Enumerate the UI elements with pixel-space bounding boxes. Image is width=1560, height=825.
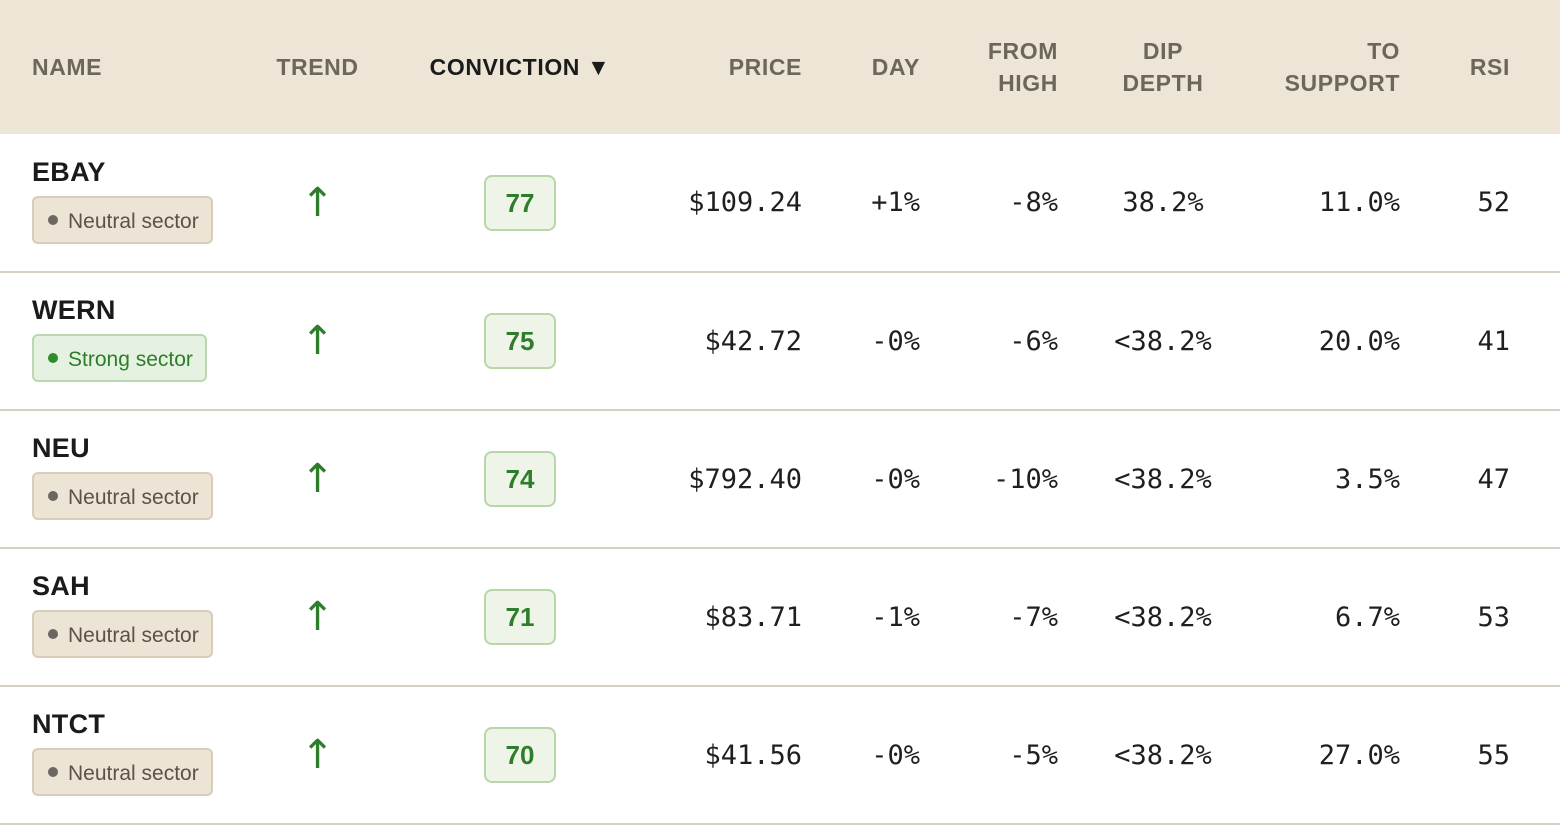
header-row: NAME TREND CONVICTION ▼ PRICE DAY FROM H… [0, 0, 1560, 134]
ticker-symbol: SAH [32, 571, 90, 601]
sector-dot-icon [48, 353, 58, 364]
day-change-cell: -0% [871, 463, 920, 495]
table-row[interactable]: NEU Neutral sector ↑ 74 $792.40 -0% -10%… [0, 410, 1560, 548]
trend-cell: ↑ [240, 410, 395, 548]
conviction-score-badge: 74 [484, 451, 556, 507]
dip-depth-cell: <38.2% [1114, 601, 1212, 633]
name-cell: SAH Neutral sector [0, 548, 240, 686]
name-cell: EBAY Neutral sector [0, 134, 240, 272]
sector-label: Neutral sector [68, 762, 199, 785]
ticker-symbol: EBAY [32, 156, 106, 187]
column-header-name[interactable]: NAME [32, 54, 103, 80]
sector-dot-icon [48, 491, 58, 502]
to-support-cell: 20.0% [1318, 325, 1400, 357]
row-spacer [1510, 548, 1560, 686]
from-high-cell: -7% [1009, 601, 1058, 633]
to-support-cell: 3.5% [1334, 463, 1400, 495]
sector-dot-icon [48, 767, 58, 778]
sector-label: Neutral sector [68, 486, 199, 509]
rsi-cell: 52 [1477, 187, 1510, 218]
sector-label: Strong sector [68, 348, 193, 371]
trend-cell: ↑ [240, 134, 395, 272]
sector-badge: Strong sector [32, 334, 207, 382]
arrow-up-icon: ↑ [300, 594, 335, 640]
dip-depth-cell: <38.2% [1114, 739, 1212, 771]
ticker-symbol: WERN [32, 295, 116, 325]
table-row[interactable]: SAH Neutral sector ↑ 71 $83.71 -1% -7% <… [0, 548, 1560, 686]
trend-cell: ↑ [240, 272, 395, 410]
arrow-up-icon: ↑ [300, 456, 335, 502]
to-support-cell: 6.7% [1334, 601, 1400, 633]
rsi-cell: 55 [1477, 739, 1510, 771]
sector-dot-icon [48, 214, 58, 225]
sector-badge: Neutral sector [32, 610, 213, 658]
trend-cell: ↑ [240, 548, 395, 686]
price-cell: $83.71 [704, 601, 802, 633]
table-row[interactable]: WERN Strong sector ↑ 75 $42.72 -0% -6% <… [0, 272, 1560, 410]
from-high-cell: -6% [1009, 325, 1058, 357]
conviction-cell: 70 [395, 686, 645, 824]
table-row[interactable]: EBAY Neutral sector ↑ 77 $109.24 +1% -8%… [0, 134, 1560, 272]
sector-badge: Neutral sector [32, 748, 213, 796]
row-spacer [1510, 686, 1560, 824]
day-change-cell: -0% [871, 739, 920, 771]
name-cell: NEU Neutral sector [0, 410, 240, 548]
conviction-cell: 77 [395, 134, 645, 272]
row-spacer [1510, 134, 1560, 272]
arrow-up-icon: ↑ [300, 318, 335, 364]
arrow-up-icon: ↑ [300, 732, 335, 778]
name-cell: WERN Strong sector [0, 272, 240, 410]
price-cell: $42.72 [704, 325, 802, 357]
day-change-cell: -1% [871, 601, 920, 633]
column-header-trend[interactable]: TREND [276, 54, 359, 80]
column-header-dip-depth[interactable]: DIP DEPTH [1122, 38, 1204, 96]
day-change-cell: -0% [871, 325, 920, 357]
conviction-score-badge: 77 [484, 174, 556, 231]
sector-badge: Neutral sector [32, 195, 213, 244]
sector-badge: Neutral sector [32, 472, 213, 520]
rsi-cell: 53 [1477, 601, 1510, 633]
table-body: EBAY Neutral sector ↑ 77 $109.24 +1% -8%… [0, 134, 1560, 824]
conviction-cell: 75 [395, 272, 645, 410]
column-header-rsi[interactable]: RSI [1469, 54, 1510, 80]
day-change-cell: +1% [871, 187, 920, 218]
conviction-score-badge: 71 [484, 589, 556, 645]
from-high-cell: -5% [1009, 739, 1058, 771]
sector-label: Neutral sector [68, 209, 199, 233]
conviction-cell: 71 [395, 548, 645, 686]
column-header-day[interactable]: DAY [871, 54, 920, 80]
dip-depth-cell: <38.2% [1114, 325, 1212, 357]
rsi-cell: 47 [1477, 463, 1510, 495]
ticker-symbol: NTCT [32, 709, 106, 739]
dip-depth-cell: <38.2% [1114, 463, 1212, 495]
conviction-cell: 74 [395, 410, 645, 548]
conviction-score-badge: 75 [484, 313, 556, 369]
header-spacer [1510, 0, 1560, 134]
row-spacer [1510, 272, 1560, 410]
to-support-cell: 27.0% [1318, 739, 1400, 771]
name-cell: NTCT Neutral sector [0, 686, 240, 824]
from-high-cell: -10% [992, 463, 1058, 495]
trend-cell: ↑ [240, 686, 395, 824]
price-cell: $792.40 [688, 463, 802, 495]
from-high-cell: -8% [1009, 187, 1058, 218]
price-cell: $109.24 [688, 187, 802, 218]
sector-dot-icon [48, 629, 58, 640]
table-row[interactable]: NTCT Neutral sector ↑ 70 $41.56 -0% -5% … [0, 686, 1560, 824]
rsi-cell: 41 [1477, 325, 1510, 357]
row-spacer [1510, 410, 1560, 548]
sector-label: Neutral sector [68, 624, 199, 647]
column-header-price[interactable]: PRICE [728, 54, 802, 80]
ticker-symbol: NEU [32, 433, 90, 463]
column-header-to-support[interactable]: TO SUPPORT [1284, 38, 1400, 96]
dip-depth-cell: 38.2% [1122, 187, 1204, 218]
table-header: NAME TREND CONVICTION ▼ PRICE DAY FROM H… [0, 0, 1560, 134]
arrow-up-icon: ↑ [300, 179, 335, 226]
conviction-score-badge: 70 [484, 727, 556, 783]
column-header-from-high[interactable]: FROM HIGH [987, 38, 1058, 96]
to-support-cell: 11.0% [1318, 187, 1400, 218]
column-header-conviction[interactable]: CONVICTION ▼ [429, 54, 611, 80]
price-cell: $41.56 [704, 739, 802, 771]
